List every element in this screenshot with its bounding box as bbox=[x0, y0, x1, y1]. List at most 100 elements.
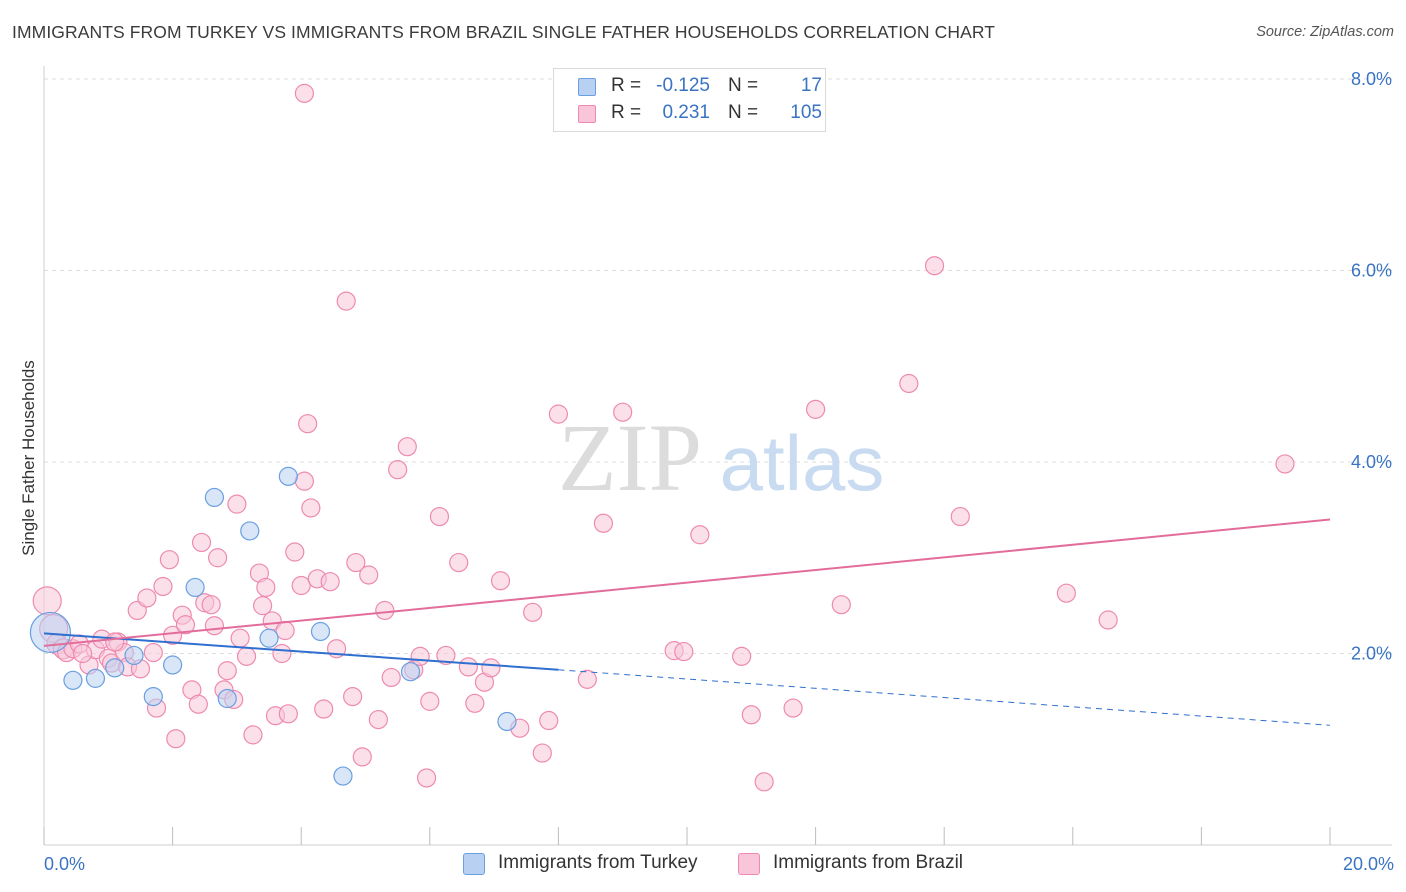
turkey-swatch bbox=[578, 78, 596, 96]
turkey-point bbox=[259, 628, 279, 648]
brazil-point bbox=[201, 595, 221, 615]
turkey-point bbox=[310, 621, 331, 642]
brazil-point bbox=[429, 506, 450, 527]
brazil-point bbox=[410, 646, 430, 666]
turkey-point bbox=[143, 686, 163, 707]
brazil-point bbox=[294, 83, 315, 103]
trend-lines bbox=[43, 518, 1331, 726]
turkey-point bbox=[217, 688, 237, 709]
brazil-point bbox=[416, 768, 437, 788]
brazil-point bbox=[320, 572, 340, 592]
brazil-legend-swatch bbox=[738, 853, 760, 875]
turkey-point bbox=[240, 521, 260, 541]
brazil-point bbox=[243, 725, 263, 745]
brazil-point bbox=[163, 625, 183, 645]
legend-n-value: 17 bbox=[800, 75, 822, 96]
watermark-zip: ZIP bbox=[558, 404, 702, 511]
turkey-point bbox=[204, 487, 224, 508]
brazil-point bbox=[1056, 583, 1076, 603]
legend-r-label: R = bbox=[611, 102, 642, 123]
brazil-point bbox=[253, 596, 273, 616]
brazil-point bbox=[1098, 610, 1118, 630]
brazil-point bbox=[188, 694, 208, 714]
brazil-point bbox=[368, 709, 388, 730]
legend-r-value: 0.231 bbox=[662, 102, 710, 123]
brazil-point bbox=[298, 414, 318, 434]
brazil-point bbox=[236, 646, 257, 666]
brazil-point bbox=[230, 628, 250, 648]
turkey-trend-extension bbox=[558, 669, 1331, 726]
chart-title: IMMIGRANTS FROM TURKEY VS IMMIGRANTS FRO… bbox=[12, 22, 996, 42]
brazil-trend-line bbox=[43, 518, 1331, 647]
turkey-point bbox=[163, 655, 183, 675]
brazil-point bbox=[754, 772, 774, 792]
legend-n-label: N = bbox=[728, 102, 759, 123]
y-axis-label: Single Father Households bbox=[19, 360, 38, 556]
tick-labels: 2.0% 4.0% 6.0% 8.0% 0.0% 20.0% bbox=[44, 69, 1394, 874]
brazil-point bbox=[278, 704, 298, 724]
legend-r-value: -0.125 bbox=[656, 75, 710, 96]
legend-n-label: N = bbox=[728, 75, 759, 96]
brazil-point bbox=[532, 743, 552, 763]
turkey-point bbox=[85, 668, 106, 688]
brazil-point bbox=[548, 404, 569, 424]
brazil-point bbox=[465, 693, 485, 713]
brazil-point bbox=[420, 691, 440, 711]
brazil-point bbox=[388, 460, 408, 480]
gridlines bbox=[44, 78, 1392, 654]
brazil-point bbox=[458, 657, 478, 677]
turkey-trend-line bbox=[43, 632, 559, 671]
brazil-point bbox=[950, 506, 970, 527]
legend-n-value: 105 bbox=[790, 102, 822, 123]
brazil-point bbox=[204, 616, 224, 636]
y-tick-label: 6.0% bbox=[1351, 261, 1392, 281]
watermark-atlas: atlas bbox=[720, 419, 885, 507]
brazil-point bbox=[449, 552, 469, 573]
turkey-point bbox=[278, 466, 298, 486]
brazil-point bbox=[343, 686, 363, 707]
brazil-point bbox=[674, 641, 694, 662]
y-tick-label: 4.0% bbox=[1351, 452, 1392, 472]
brazil-point bbox=[397, 437, 417, 457]
brazil-point bbox=[294, 471, 315, 491]
brazil-point bbox=[539, 710, 559, 731]
x-tick-label: 20.0% bbox=[1343, 854, 1394, 874]
brazil-point bbox=[143, 642, 163, 663]
brazil-point bbox=[137, 588, 157, 608]
brazil-point bbox=[481, 658, 501, 678]
y-tick-label: 2.0% bbox=[1351, 644, 1392, 664]
brazil-swatch bbox=[578, 105, 596, 123]
turkey-point bbox=[497, 711, 517, 732]
brazil-point bbox=[805, 399, 826, 419]
turkey-point bbox=[105, 658, 125, 678]
turkey-point bbox=[124, 645, 144, 666]
turkey-point bbox=[29, 611, 72, 654]
brazil-point bbox=[577, 669, 597, 689]
brazil-point bbox=[899, 373, 919, 394]
legend-r-label: R = bbox=[611, 75, 642, 96]
brazil-point bbox=[346, 552, 366, 573]
brazil-point bbox=[732, 646, 752, 666]
x-tick-label: 0.0% bbox=[44, 854, 85, 874]
brazil-point bbox=[436, 645, 456, 666]
brazil-point bbox=[166, 729, 186, 749]
watermark: ZIP atlas bbox=[558, 404, 884, 511]
brazil-point bbox=[191, 532, 212, 553]
brazil-point bbox=[105, 632, 125, 652]
brazil-point bbox=[613, 402, 633, 422]
brazil-point bbox=[153, 576, 173, 597]
brazil-point bbox=[175, 615, 196, 635]
brazil-point bbox=[783, 698, 803, 718]
brazil-point bbox=[314, 699, 334, 719]
turkey-legend-swatch bbox=[463, 853, 485, 875]
brazil-point bbox=[831, 595, 851, 615]
brazil-point bbox=[690, 525, 710, 545]
axes bbox=[43, 66, 1392, 846]
brazil-point bbox=[375, 600, 395, 621]
brazil-point bbox=[490, 571, 511, 591]
brazil-point bbox=[593, 513, 614, 533]
brazil-point bbox=[272, 643, 292, 664]
brazil-point bbox=[336, 291, 356, 311]
chart-source: Source: ZipAtlas.com bbox=[1256, 24, 1394, 40]
turkey-point bbox=[63, 670, 83, 690]
